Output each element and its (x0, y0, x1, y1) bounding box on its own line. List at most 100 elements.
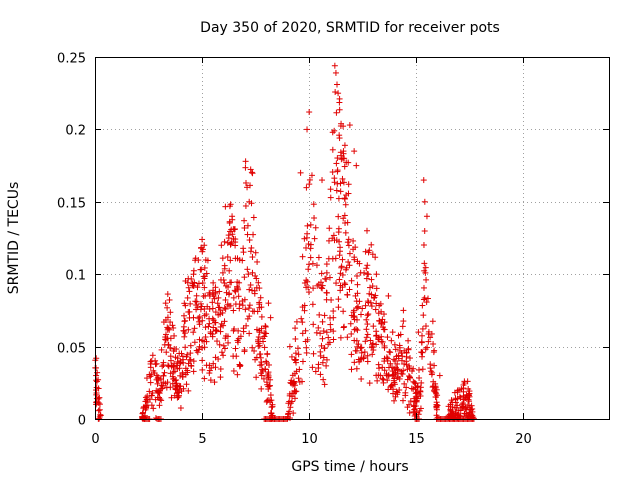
data-point (340, 324, 347, 331)
data-point (231, 326, 238, 333)
data-point (286, 408, 293, 415)
data-point (147, 364, 154, 371)
data-point (176, 365, 183, 372)
data-point (364, 358, 371, 365)
data-point (428, 368, 435, 375)
data-point (336, 132, 343, 139)
data-point (358, 349, 365, 356)
data-point (186, 356, 193, 363)
data-point (250, 231, 257, 238)
data-point (343, 192, 350, 199)
data-point (457, 407, 464, 414)
data-point (171, 392, 178, 399)
data-point (292, 325, 299, 332)
data-point (249, 308, 256, 315)
data-point (390, 356, 397, 363)
data-point (346, 250, 353, 257)
data-point (323, 362, 330, 369)
data-points (92, 62, 477, 422)
data-point (254, 258, 261, 265)
data-point (361, 269, 368, 276)
data-point (195, 280, 202, 287)
data-point (176, 386, 183, 393)
data-point (229, 213, 236, 220)
data-point (372, 254, 379, 261)
data-point (297, 169, 304, 176)
data-point (304, 222, 311, 229)
data-point (325, 255, 332, 262)
data-point (286, 343, 293, 350)
data-point (185, 326, 192, 333)
data-point (306, 176, 313, 183)
data-point (334, 180, 341, 187)
data-point (201, 275, 208, 282)
data-point (218, 242, 225, 249)
data-point (162, 300, 169, 307)
data-point (93, 372, 100, 379)
data-point (361, 349, 368, 356)
data-point (339, 256, 346, 263)
data-point (342, 201, 349, 208)
data-point (184, 279, 191, 286)
data-point (222, 305, 229, 312)
data-point (309, 260, 316, 267)
data-point (230, 367, 237, 374)
data-point (341, 280, 348, 287)
data-point (315, 364, 322, 371)
data-point (422, 264, 429, 271)
data-point (255, 338, 262, 345)
data-point (218, 320, 225, 327)
data-point (199, 357, 206, 364)
data-point (338, 156, 345, 163)
data-point (398, 349, 405, 356)
data-point (327, 194, 334, 201)
data-point (250, 214, 257, 221)
data-point (319, 177, 326, 184)
data-point (311, 235, 318, 242)
data-point (190, 282, 197, 289)
data-point (149, 389, 156, 396)
data-point (358, 344, 365, 351)
data-point (265, 361, 272, 368)
data-point (358, 375, 365, 382)
data-point (180, 327, 187, 334)
data-point (380, 379, 387, 386)
data-point (459, 401, 466, 408)
data-point (402, 392, 409, 399)
data-point (323, 329, 330, 336)
data-point (401, 380, 408, 387)
data-point (292, 388, 299, 395)
data-point (217, 374, 224, 381)
data-point (420, 242, 427, 249)
data-point (406, 401, 413, 408)
data-point (148, 402, 155, 409)
data-point (246, 237, 253, 244)
data-point (330, 328, 337, 335)
data-point (232, 242, 239, 249)
data-point (211, 295, 218, 302)
data-point (357, 345, 364, 352)
data-point (182, 344, 189, 351)
data-point (344, 334, 351, 341)
data-point (362, 248, 369, 255)
data-point (256, 327, 263, 334)
data-point (251, 287, 258, 294)
data-point (147, 358, 154, 365)
data-point (304, 126, 311, 133)
data-point (327, 321, 334, 328)
data-point (235, 293, 242, 300)
data-point (265, 386, 272, 393)
data-point (212, 354, 219, 361)
data-point (364, 312, 371, 319)
data-point (365, 299, 372, 306)
data-point (247, 166, 254, 173)
data-point (177, 405, 184, 412)
data-point (257, 294, 264, 301)
data-point (246, 198, 253, 205)
data-point (354, 343, 361, 350)
data-point (366, 284, 373, 291)
data-point (321, 381, 328, 388)
y-tick-label: 0.05 (57, 342, 86, 357)
data-point (335, 195, 342, 202)
